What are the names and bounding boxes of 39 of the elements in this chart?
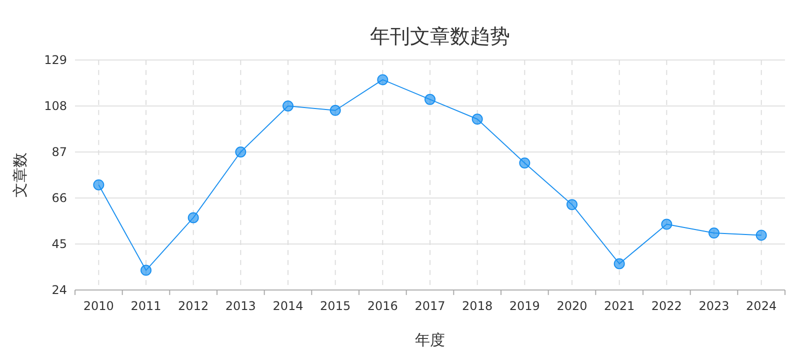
y-tick-label: 129 xyxy=(44,53,67,67)
point xyxy=(519,157,530,168)
x-tick-label: 2020 xyxy=(556,299,588,313)
x-tick-label: 2010 xyxy=(83,299,114,313)
point xyxy=(188,212,199,224)
point xyxy=(93,179,104,190)
point xyxy=(661,218,672,230)
x-tick-label: 2018 xyxy=(462,299,493,313)
y-axis-title: 文章数 xyxy=(11,152,29,198)
point xyxy=(282,100,294,112)
x-tick-label: 2023 xyxy=(698,299,730,313)
point xyxy=(566,199,578,210)
x-tick-label: 2012 xyxy=(178,299,209,313)
point xyxy=(235,146,246,158)
x-tick-label: 2014 xyxy=(272,299,304,313)
x-tick-label: 2013 xyxy=(225,299,256,313)
x-tick-label: 2016 xyxy=(367,299,398,313)
point xyxy=(708,228,720,239)
chart-title: 年刊文章数趋势 xyxy=(370,24,510,48)
x-tick-label: 2022 xyxy=(651,299,682,313)
x-tick-label: 2011 xyxy=(130,299,162,313)
point xyxy=(140,264,152,276)
y-tick-label: 45 xyxy=(52,237,67,251)
point xyxy=(424,94,436,105)
x-axis-title: 年度 xyxy=(415,331,445,349)
x-tick-label: 2024 xyxy=(746,299,777,313)
x-tick-label: 2021 xyxy=(604,299,635,313)
y-tick-label: 108 xyxy=(44,99,67,113)
x-tick-label: 2019 xyxy=(509,299,540,313)
point xyxy=(472,114,483,125)
point xyxy=(377,74,388,86)
x-tick-label: 2017 xyxy=(414,299,446,313)
point xyxy=(330,104,341,116)
y-tick-label: 87 xyxy=(52,145,67,159)
x-tick-label: 2015 xyxy=(320,299,351,313)
y-tick-label: 24 xyxy=(52,283,67,297)
point xyxy=(756,230,767,241)
point xyxy=(614,258,625,270)
y-tick-label: 66 xyxy=(52,191,67,205)
